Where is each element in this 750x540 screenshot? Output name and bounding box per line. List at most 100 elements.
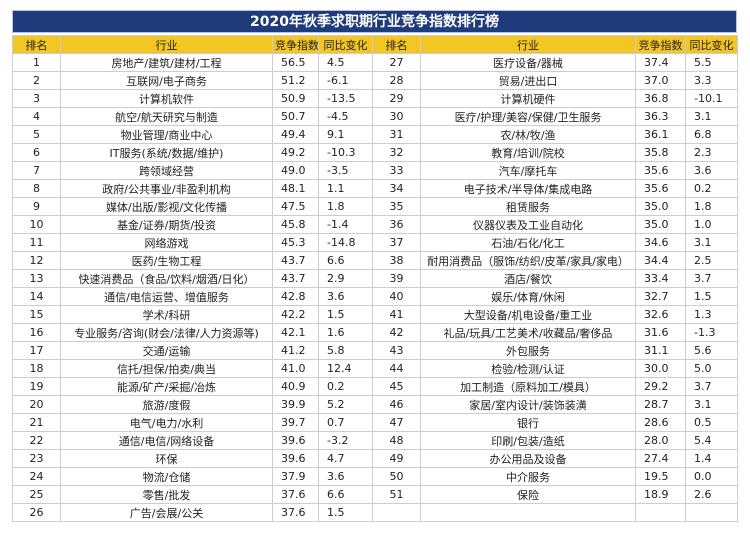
- rank-cell: 5: [12, 125, 61, 144]
- table-row: 2 互联网/电子商务 51.2 -6.1 28 贸易/进出口 37.0 3.3: [12, 71, 738, 90]
- index-cell: 42.1: [272, 323, 319, 342]
- index-cell: 32.6: [635, 305, 686, 324]
- table-row: 16 专业服务/咨询(财会/法律/人力资源等) 42.1 1.6 42 礼品/玩具/工艺美…: [12, 323, 738, 342]
- change-cell: 3.7: [685, 377, 738, 396]
- rank-cell: 21: [12, 413, 61, 432]
- rank-cell: 41: [372, 305, 421, 324]
- header-cell: 竞争指数: [635, 35, 686, 54]
- index-cell: 47.5: [272, 197, 319, 216]
- table-row: 12 医药/生物工程 43.7 6.6 38 耐用消费品（服饰/纺织/皮革/家具/家电） 3…: [12, 251, 738, 270]
- table-row: 14 通信/电信运营、增值服务 42.8 3.6 40 娱乐/体育/休闲 32.7 1.5: [12, 287, 738, 306]
- rank-cell: 40: [372, 287, 421, 306]
- change-cell: 1.6: [318, 323, 373, 342]
- rank-cell: 10: [12, 215, 61, 234]
- index-cell: 37.0: [635, 71, 686, 90]
- index-cell: 50.7: [272, 107, 319, 126]
- rank-cell: 2: [12, 71, 61, 90]
- industry-cell: 娱乐/体育/休闲: [420, 287, 636, 306]
- index-cell: 49.2: [272, 143, 319, 162]
- index-cell: 36.3: [635, 107, 686, 126]
- rank-cell: 36: [372, 215, 421, 234]
- change-cell: 6.6: [318, 251, 373, 270]
- change-cell: 3.7: [685, 269, 738, 288]
- rank-cell: 4: [12, 107, 61, 126]
- industry-cell: 交通/运输: [60, 341, 273, 360]
- industry-cell: 媒体/出版/影视/文化传播: [60, 197, 273, 216]
- change-cell: 5.5: [685, 53, 738, 72]
- empty-cell: [372, 503, 421, 522]
- table-row: 18 信托/担保/拍卖/典当 41.0 12.4 44 检验/检测/认证 30.0 5.0: [12, 359, 738, 378]
- rank-cell: 1: [12, 53, 61, 72]
- rank-cell: 48: [372, 431, 421, 450]
- index-cell: 31.6: [635, 323, 686, 342]
- rank-cell: 37: [372, 233, 421, 252]
- rank-cell: 35: [372, 197, 421, 216]
- change-cell: 5.4: [685, 431, 738, 450]
- industry-cell: 计算机硬件: [420, 89, 636, 108]
- table-row: 22 通信/电信/网络设备 39.6 -3.2 48 印刷/包装/造纸 28.0 5.4: [12, 431, 738, 450]
- index-cell: 56.5: [272, 53, 319, 72]
- empty-cell: [635, 503, 686, 522]
- empty-cell: [420, 503, 636, 522]
- ranking-panel: 2020年秋季求职期行业竞争指数排行榜 排名 行业 竞争指数 同比变化 排名 行业 竞争指数…: [12, 10, 738, 522]
- rank-cell: 18: [12, 359, 61, 378]
- industry-cell: 医疗/护理/美容/保健/卫生服务: [420, 107, 636, 126]
- industry-cell: 医疗设备/器械: [420, 53, 636, 72]
- rank-cell: 6: [12, 143, 61, 162]
- industry-cell: 学术/科研: [60, 305, 273, 324]
- change-cell: 5.8: [318, 341, 373, 360]
- change-cell: -10.3: [318, 143, 373, 162]
- industry-cell: IT服务(系统/数据/维护): [60, 143, 273, 162]
- rank-cell: 38: [372, 251, 421, 270]
- index-cell: 35.6: [635, 161, 686, 180]
- industry-cell: 礼品/玩具/工艺美术/收藏品/奢侈品: [420, 323, 636, 342]
- industry-cell: 信托/担保/拍卖/典当: [60, 359, 273, 378]
- header-cell: 排名: [372, 35, 421, 54]
- change-cell: 0.2: [685, 179, 738, 198]
- rank-cell: 16: [12, 323, 61, 342]
- index-cell: 49.0: [272, 161, 319, 180]
- rank-cell: 7: [12, 161, 61, 180]
- table-row: 24 物流/仓储 37.9 3.6 50 中介服务 19.5 0.0: [12, 467, 738, 486]
- index-cell: 35.8: [635, 143, 686, 162]
- index-cell: 45.8: [272, 215, 319, 234]
- industry-cell: 旅游/度假: [60, 395, 273, 414]
- change-cell: 1.5: [318, 503, 373, 522]
- table-row: 23 环保 39.6 4.7 49 办公用品及设备 27.4 1.4: [12, 449, 738, 468]
- industry-cell: 房地产/建筑/建材/工程: [60, 53, 273, 72]
- industry-cell: 汽车/摩托车: [420, 161, 636, 180]
- rank-cell: 29: [372, 89, 421, 108]
- industry-cell: 银行: [420, 413, 636, 432]
- industry-cell: 石油/石化/化工: [420, 233, 636, 252]
- rank-cell: 46: [372, 395, 421, 414]
- index-cell: 36.1: [635, 125, 686, 144]
- index-cell: 37.6: [272, 503, 319, 522]
- change-cell: 1.4: [685, 449, 738, 468]
- rank-cell: 13: [12, 269, 61, 288]
- index-cell: 31.1: [635, 341, 686, 360]
- table-row: 6 IT服务(系统/数据/维护) 49.2 -10.3 32 教育/培训/院校 35.8 2.…: [12, 143, 738, 162]
- change-cell: -1.3: [685, 323, 738, 342]
- rank-cell: 20: [12, 395, 61, 414]
- rank-cell: 3: [12, 89, 61, 108]
- change-cell: 2.6: [685, 485, 738, 504]
- change-cell: -3.5: [318, 161, 373, 180]
- rank-cell: 49: [372, 449, 421, 468]
- rank-cell: 50: [372, 467, 421, 486]
- industry-cell: 物业管理/商业中心: [60, 125, 273, 144]
- change-cell: 1.3: [685, 305, 738, 324]
- industry-cell: 印刷/包装/造纸: [420, 431, 636, 450]
- industry-cell: 广告/会展/公关: [60, 503, 273, 522]
- change-cell: 9.1: [318, 125, 373, 144]
- change-cell: 3.6: [318, 287, 373, 306]
- change-cell: -6.1: [318, 71, 373, 90]
- industry-cell: 计算机软件: [60, 89, 273, 108]
- table-row: 13 快速消费品（食品/饮料/烟酒/日化） 43.7 2.9 39 酒店/餐饮 33.4 3.…: [12, 269, 738, 288]
- industry-cell: 能源/矿产/采掘/冶炼: [60, 377, 273, 396]
- index-cell: 34.4: [635, 251, 686, 270]
- change-cell: 3.1: [685, 107, 738, 126]
- title-bar: 2020年秋季求职期行业竞争指数排行榜: [12, 10, 737, 33]
- industry-cell: 专业服务/咨询(财会/法律/人力资源等): [60, 323, 273, 342]
- index-cell: 41.0: [272, 359, 319, 378]
- rank-cell: 25: [12, 485, 61, 504]
